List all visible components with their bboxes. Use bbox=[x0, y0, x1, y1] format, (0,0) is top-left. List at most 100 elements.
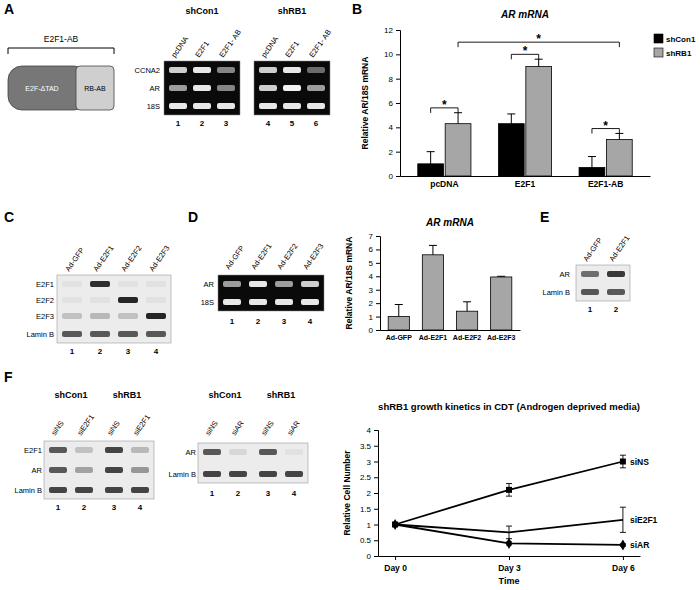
band bbox=[105, 487, 123, 493]
band bbox=[49, 447, 67, 453]
domain-part bbox=[76, 66, 114, 110]
y-tick: 0 bbox=[367, 552, 378, 561]
band bbox=[62, 313, 82, 319]
y-axis-line bbox=[376, 237, 381, 331]
bar bbox=[445, 124, 471, 176]
y-tick-mark bbox=[374, 462, 378, 463]
column-label: Ad-E2F3 bbox=[301, 242, 325, 271]
marker bbox=[620, 539, 626, 550]
y-tick-mark bbox=[374, 525, 378, 526]
y-tick: 0 bbox=[369, 326, 380, 335]
y-tick-mark bbox=[374, 509, 378, 510]
band bbox=[193, 103, 211, 109]
x-tick-label: pcDNA bbox=[430, 179, 458, 189]
y-tick: 4 bbox=[367, 426, 378, 435]
error-bar bbox=[427, 152, 435, 164]
error-bar bbox=[535, 59, 543, 66]
y-tick: 6 bbox=[389, 99, 400, 108]
band bbox=[307, 67, 325, 73]
y-tick-mark bbox=[376, 236, 380, 237]
y-tick-mark bbox=[374, 556, 378, 557]
blot: shCon1shRB1pcDNAE2F1E2F1- ABpcDNAE2F1E2F… bbox=[135, 6, 333, 128]
column-label: siNS bbox=[203, 419, 219, 437]
band bbox=[259, 449, 277, 455]
panel-letter: B bbox=[352, 1, 362, 17]
y-tick: 0.5 bbox=[360, 536, 378, 545]
band bbox=[49, 467, 67, 473]
y-tick-label: 4 bbox=[367, 426, 372, 435]
domain-label: E2F-ΔTAD bbox=[25, 85, 58, 92]
row-label: E2F1 bbox=[36, 280, 54, 289]
band bbox=[285, 449, 303, 455]
column-label: siE2F1 bbox=[131, 413, 152, 437]
lane-number: 2 bbox=[200, 119, 205, 128]
band bbox=[223, 281, 241, 287]
x-tick: Day 0 bbox=[384, 556, 407, 573]
y-tick-label: 5 bbox=[369, 259, 374, 268]
x-tick: Ad-GFP bbox=[386, 330, 412, 341]
error-bar bbox=[506, 526, 512, 539]
y-tick-label: 12 bbox=[384, 26, 393, 35]
y-tick: 7 bbox=[369, 232, 380, 241]
y-tick-mark bbox=[376, 276, 380, 277]
x-tick-mark bbox=[395, 556, 396, 560]
blot: Ad-GFPAd-E2F1Ad-E2F2Ad-E2F3E2F1E2F2E2F3L… bbox=[26, 244, 171, 356]
band bbox=[118, 331, 138, 337]
y-tick: 8 bbox=[389, 75, 400, 84]
lane-number: 4 bbox=[266, 119, 271, 128]
y-tick-mark bbox=[376, 303, 380, 304]
row-label: E2F1 bbox=[24, 446, 42, 455]
y-tick: 2 bbox=[367, 489, 378, 498]
bar bbox=[388, 317, 409, 330]
error-bar bbox=[615, 133, 623, 139]
band bbox=[90, 297, 110, 303]
column-label: E2F1- AB bbox=[217, 28, 243, 59]
domain-label: RB-AB bbox=[84, 85, 106, 92]
marker bbox=[506, 538, 512, 549]
y-tick-mark bbox=[374, 430, 378, 431]
series-label: siNS bbox=[630, 457, 649, 467]
group-label: shCon1 bbox=[54, 390, 87, 400]
y-tick: 1 bbox=[367, 521, 378, 530]
column-label: Ad-GFP bbox=[223, 244, 246, 271]
bracket bbox=[8, 48, 114, 54]
lane-number: 2 bbox=[82, 503, 87, 512]
bar bbox=[456, 311, 477, 330]
bar bbox=[418, 164, 444, 176]
row-label: AR bbox=[186, 448, 197, 457]
band bbox=[223, 299, 241, 305]
band bbox=[275, 281, 293, 287]
band bbox=[90, 281, 110, 287]
y-tick-label: 3 bbox=[369, 286, 374, 295]
legend-label: shCon1 bbox=[666, 35, 696, 44]
band bbox=[62, 281, 82, 287]
column-label: Ad-GFP bbox=[581, 236, 604, 263]
band bbox=[62, 331, 82, 337]
error-bar bbox=[463, 302, 471, 311]
band bbox=[275, 299, 293, 305]
chart-title: AR mRNA bbox=[500, 9, 549, 20]
x-tick: Ad-E2F1 bbox=[419, 330, 448, 341]
band bbox=[90, 331, 110, 337]
bar bbox=[491, 277, 512, 330]
x-tick: E2F1-AB bbox=[588, 176, 623, 189]
x-axis-line bbox=[381, 330, 521, 331]
chart-title: AR mRNA bbox=[425, 217, 474, 228]
lane-number: 3 bbox=[126, 347, 131, 356]
legend-swatch bbox=[654, 48, 663, 57]
y-tick-label: 2 bbox=[369, 299, 374, 308]
y-tick-mark bbox=[376, 330, 380, 331]
lane-number: 3 bbox=[224, 119, 229, 128]
x-tick-label: Day 0 bbox=[384, 563, 407, 573]
marker bbox=[506, 487, 512, 493]
panel-letter: F bbox=[4, 369, 13, 385]
y-tick: 4 bbox=[389, 123, 400, 132]
y-tick-mark bbox=[396, 79, 400, 80]
y-axis-title: Relative Cell Number bbox=[342, 450, 352, 536]
band bbox=[301, 281, 319, 287]
y-tick-mark bbox=[376, 249, 380, 250]
y-tick-label: 0 bbox=[367, 552, 372, 561]
band bbox=[259, 471, 277, 477]
bar bbox=[606, 140, 632, 177]
plot-area bbox=[392, 455, 626, 550]
